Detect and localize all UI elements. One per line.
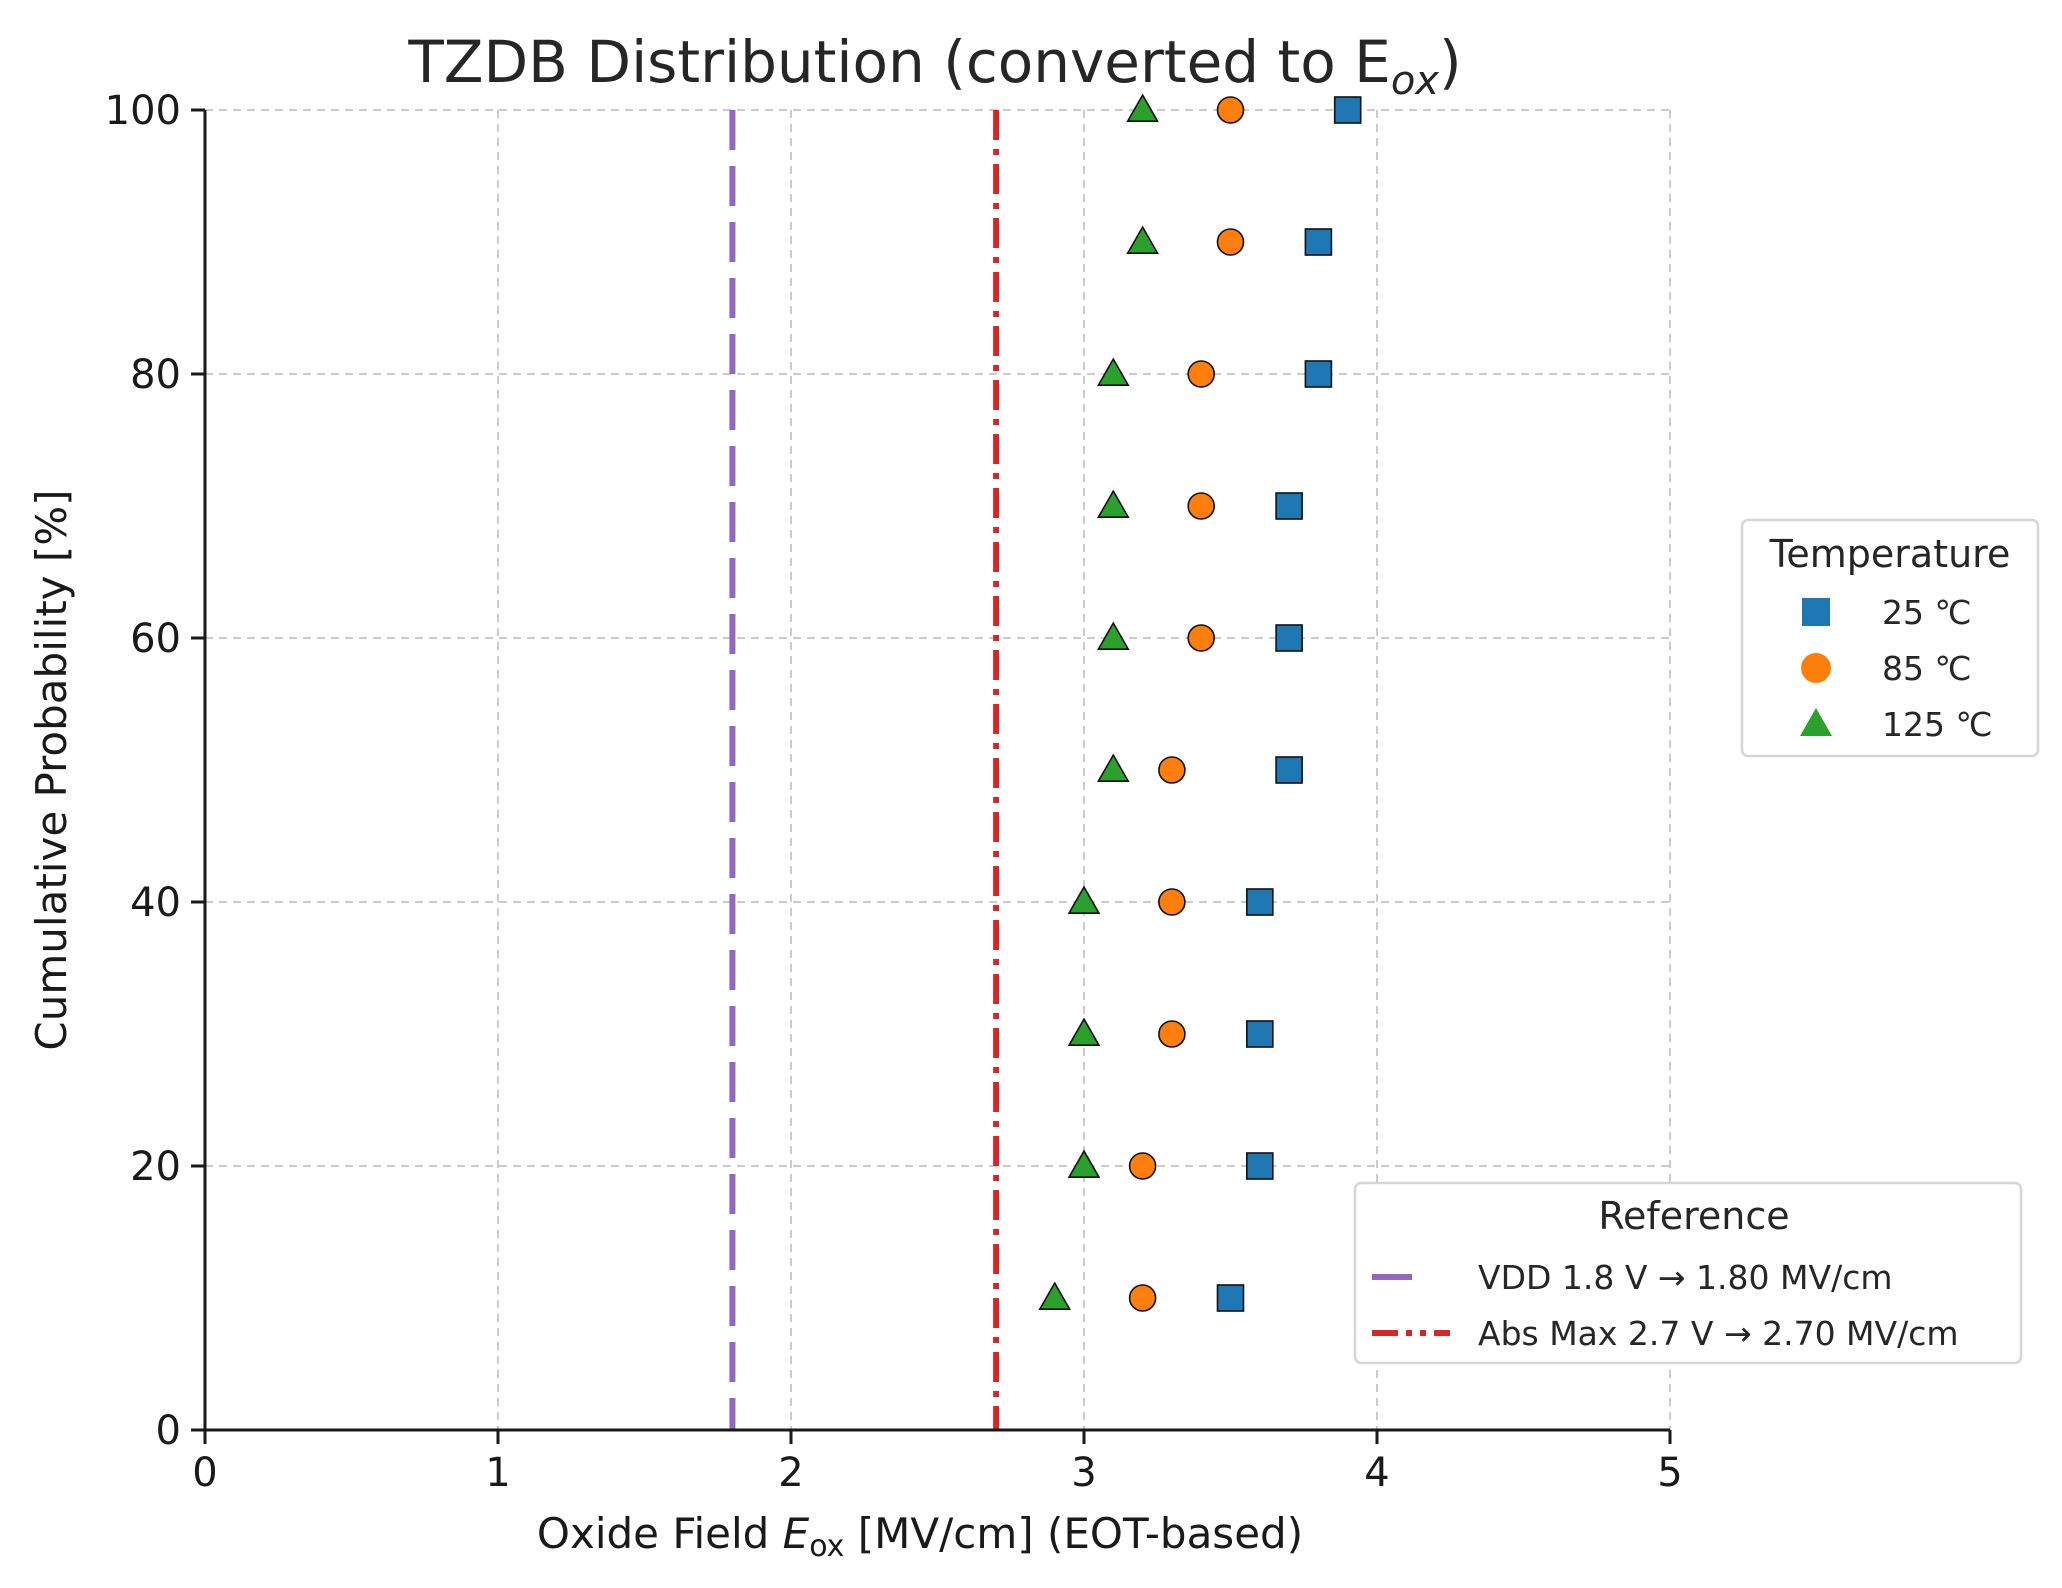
legend-label: 125 ℃: [1882, 705, 1993, 744]
data-point-circle: [1216, 96, 1245, 124]
data-point-triangle: [1096, 489, 1130, 519]
axis-ticks: 0 1 2 3 4 5 0 20 40 60 80 100: [105, 88, 1683, 1496]
data-point-circle: [1187, 492, 1215, 520]
data-point-circle: [1216, 228, 1245, 256]
data-point-circle: [1158, 888, 1186, 916]
data-point-square: [1304, 228, 1333, 256]
y-tick-label: 0: [156, 1408, 181, 1454]
reference-legend: Reference VDD 1.8 V → 1.80 MV/cm Abs Max …: [1353, 1181, 2023, 1365]
y-tick-label: 100: [105, 88, 181, 134]
y-axis-label: Cumulative Probability [%]: [27, 489, 76, 1050]
x-tick-label: 2: [778, 1450, 803, 1496]
reference-lines: [729, 110, 1000, 1430]
chart-title: TZDB Distribution (converted to Eox): [407, 28, 1461, 104]
temperature-legend-title: Temperature: [1769, 532, 2011, 576]
data-point-triangle: [1067, 1149, 1101, 1179]
y-tick-label: 40: [130, 880, 181, 926]
data-point-square: [1275, 624, 1303, 652]
data-point-circle: [1158, 756, 1186, 784]
y-tick-label: 60: [130, 616, 181, 662]
data-point-triangle: [1067, 885, 1101, 915]
legend-marker-triangle: [1800, 708, 1832, 736]
legend-label: 25 ℃: [1882, 593, 1972, 632]
data-points: [1038, 93, 1362, 1312]
data-point-square: [1246, 888, 1274, 916]
reference-legend-title: Reference: [1598, 1194, 1789, 1238]
legend-label: Abs Max 2.7 V → 2.70 MV/cm: [1478, 1314, 1959, 1353]
legend-label: 85 ℃: [1882, 649, 1972, 688]
x-tick-label: 3: [1071, 1450, 1096, 1496]
title-subscript: ox: [1391, 58, 1439, 104]
data-point-square: [1275, 756, 1303, 784]
data-point-triangle: [1096, 357, 1130, 387]
legend-label: VDD 1.8 V → 1.80 MV/cm: [1478, 1258, 1892, 1297]
x-axis-label: Oxide Field Eox [MV/cm] (EOT-based): [537, 1509, 1303, 1564]
legend-marker-square: [1802, 598, 1830, 626]
data-point-triangle: [1038, 1281, 1072, 1311]
data-point-triangle: [1067, 1017, 1101, 1047]
data-point-circle: [1128, 1284, 1157, 1312]
data-point-triangle: [1126, 225, 1159, 255]
data-point-square: [1246, 1020, 1274, 1048]
data-point-square: [1304, 360, 1333, 388]
data-point-triangle: [1096, 753, 1130, 783]
legend-marker-circle: [1801, 653, 1831, 683]
data-point-circle: [1187, 624, 1215, 652]
x-tick-label: 4: [1364, 1450, 1389, 1496]
data-point-square: [1333, 96, 1362, 124]
x-tick-label: 1: [485, 1450, 510, 1496]
data-point-square: [1275, 492, 1303, 520]
x-tick-label: 5: [1657, 1450, 1682, 1496]
temperature-legend-box: [1740, 518, 2040, 758]
data-point-circle: [1128, 1152, 1157, 1180]
data-point-triangle: [1096, 621, 1130, 651]
temperature-legend: Temperature 25 ℃ 85 ℃ 125 ℃: [1740, 518, 2040, 758]
data-point-square: [1216, 1284, 1245, 1312]
reference-legend-box: [1353, 1181, 2023, 1365]
data-point-circle: [1187, 360, 1215, 388]
grid-lines: [205, 109, 1671, 1430]
data-point-square: [1246, 1152, 1274, 1180]
x-tick-label: 0: [192, 1450, 217, 1496]
y-tick-label: 20: [130, 1144, 181, 1190]
y-tick-label: 80: [130, 352, 181, 398]
data-point-triangle: [1126, 93, 1159, 123]
data-point-circle: [1158, 1020, 1186, 1048]
